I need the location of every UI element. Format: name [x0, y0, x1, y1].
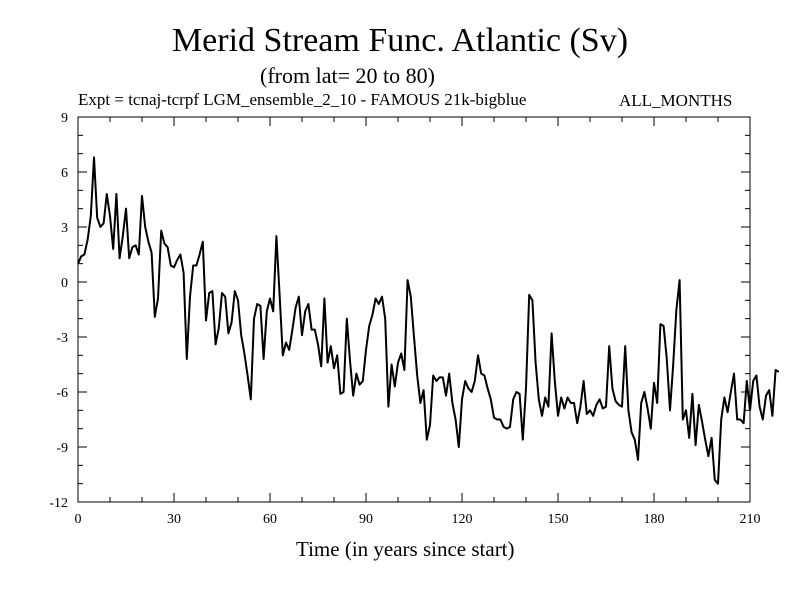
y-tick-label: -12: [49, 496, 68, 511]
x-tick-label: 90: [359, 512, 373, 527]
y-tick-label: -9: [56, 441, 68, 456]
y-tick-label: 0: [61, 276, 68, 291]
x-tick-label: 30: [167, 512, 181, 527]
series-line: [77, 156, 780, 485]
x-tick-label: 60: [263, 512, 277, 527]
x-tick-label: 210: [740, 512, 761, 527]
y-tick-label: -6: [56, 386, 68, 401]
x-tick-label: 180: [644, 512, 665, 527]
y-tick-label: 6: [61, 166, 68, 181]
y-tick-label: 3: [61, 221, 68, 236]
y-tick-label: -3: [56, 331, 68, 346]
y-tick-label: 9: [61, 111, 68, 126]
months-label: ALL_MONTHS: [619, 91, 733, 110]
chart-title: Merid Stream Func. Atlantic (Sv): [171, 22, 629, 59]
plot-frame: [77, 116, 751, 503]
x-axis-label: Time (in years since start): [296, 537, 515, 561]
x-tick-label: 150: [548, 512, 569, 527]
x-tick-label: 0: [75, 512, 82, 527]
axis-ticks: [77, 116, 751, 503]
experiment-label: Expt = tcnaj-tcrpf LGM_ensemble_2_10 - F…: [78, 90, 527, 109]
x-tick-label: 120: [452, 512, 473, 527]
chart-subtitle: (from lat= 20 to 80): [260, 63, 435, 88]
